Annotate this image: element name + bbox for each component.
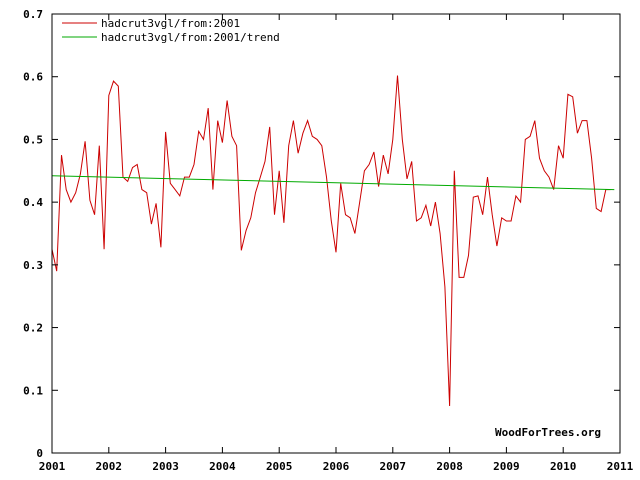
legend-label: hadcrut3vgl/from:2001/trend [101,31,280,44]
series-line-hadcrut3vgl [51,75,611,407]
x-tick-label: 2003 [152,460,179,473]
y-tick-label: 0.6 [23,71,43,84]
x-tick-label: 2001 [39,460,66,473]
watermark-label: WoodForTrees.org [495,426,601,439]
y-tick-label: 0 [36,447,43,460]
legend: hadcrut3vgl/from:2001hadcrut3vgl/from:20… [62,17,280,44]
x-tick-label: 2009 [493,460,520,473]
y-tick-label: 0.3 [23,259,43,272]
x-tick-label: 2010 [550,460,577,473]
y-tick-label: 0.2 [23,322,43,335]
x-tick-label: 2005 [266,460,293,473]
x-tick-label: 2006 [323,460,350,473]
axis-layer: 2001 2002 2003 2004 2005 2006 2007 2008 2009 2010… [23,8,633,473]
series-layer [51,75,615,407]
y-tick-label: 0.7 [23,8,43,21]
x-tick-label: 2007 [380,460,407,473]
x-tick-label: 2002 [96,460,123,473]
legend-label: hadcrut3vgl/from:2001 [101,17,240,30]
y-tick-label: 0.4 [23,196,43,209]
x-tick-label: 2004 [209,460,236,473]
x-tick-label: 2008 [436,460,463,473]
series-line-trend [51,175,615,191]
x-tick-label: 2011 [607,460,634,473]
y-tick-label: 0.5 [23,133,43,146]
y-tick-label: 0.1 [23,384,43,397]
